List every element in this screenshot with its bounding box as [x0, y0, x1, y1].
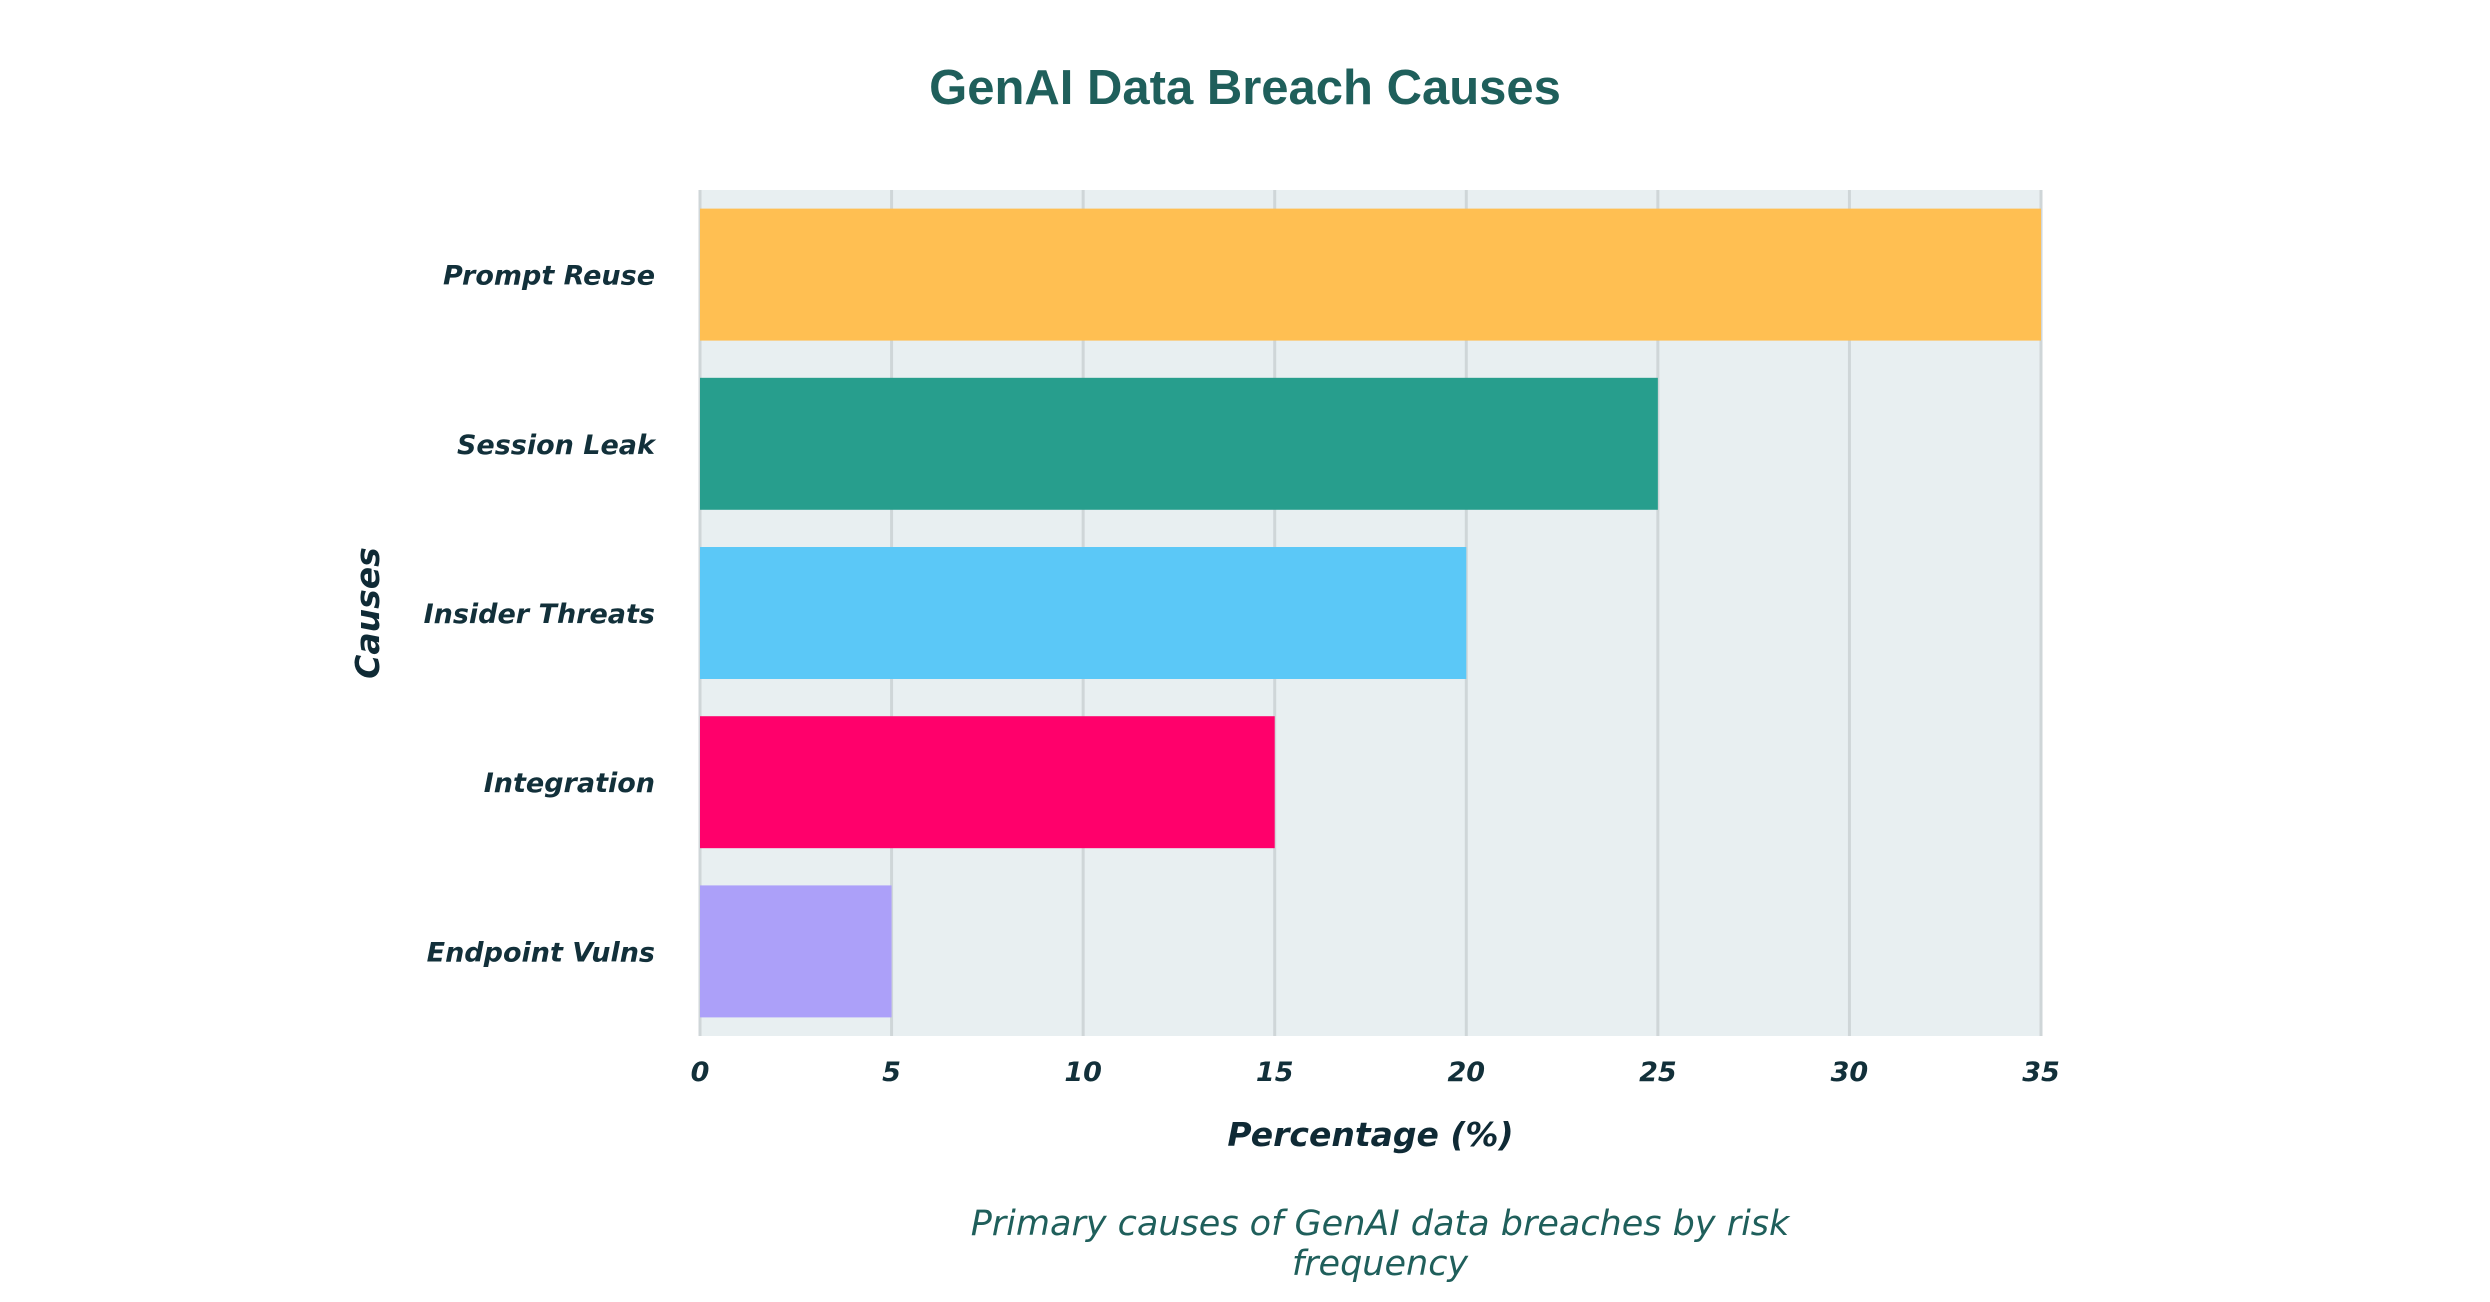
x-tick-label-35: 35 — [2022, 1057, 2060, 1088]
x-axis-title: Percentage (%) — [1227, 1115, 1513, 1154]
bar-endpoint-vulns — [700, 885, 892, 1018]
category-label-endpoint-vulns: Endpoint Vulns — [427, 937, 655, 968]
bar-integration — [700, 716, 1275, 849]
x-tick-label-0: 0 — [691, 1057, 710, 1088]
x-tick-label-30: 30 — [1831, 1057, 1869, 1088]
category-labels: Prompt Reuse Session Leak Insider Threats I… — [424, 261, 657, 969]
x-tick-label-20: 20 — [1447, 1057, 1485, 1088]
category-label-prompt-reuse: Prompt Reuse — [443, 261, 655, 292]
x-tick-label-10: 10 — [1064, 1057, 1102, 1088]
x-tick-label-25: 25 — [1639, 1057, 1677, 1088]
bar-session-leak — [700, 377, 1658, 510]
y-axis-title: Causes — [348, 547, 387, 679]
bars — [700, 208, 2041, 1018]
category-label-integration: Integration — [484, 768, 655, 799]
chart-caption: Primary causes of GenAI data breaches by… — [970, 1204, 1790, 1284]
bar-prompt-reuse — [700, 208, 2041, 341]
category-label-session-leak: Session Leak — [457, 430, 657, 461]
x-tick-label-15: 15 — [1256, 1057, 1294, 1088]
x-tick-labels: 0 5 10 15 20 25 30 35 — [691, 1057, 2060, 1088]
bar-insider-threats — [700, 547, 1467, 679]
category-label-insider-threats: Insider Threats — [424, 599, 655, 630]
chart-title: GenAI Data Breach Causes — [929, 61, 1561, 115]
x-tick-label-5: 5 — [882, 1057, 901, 1088]
